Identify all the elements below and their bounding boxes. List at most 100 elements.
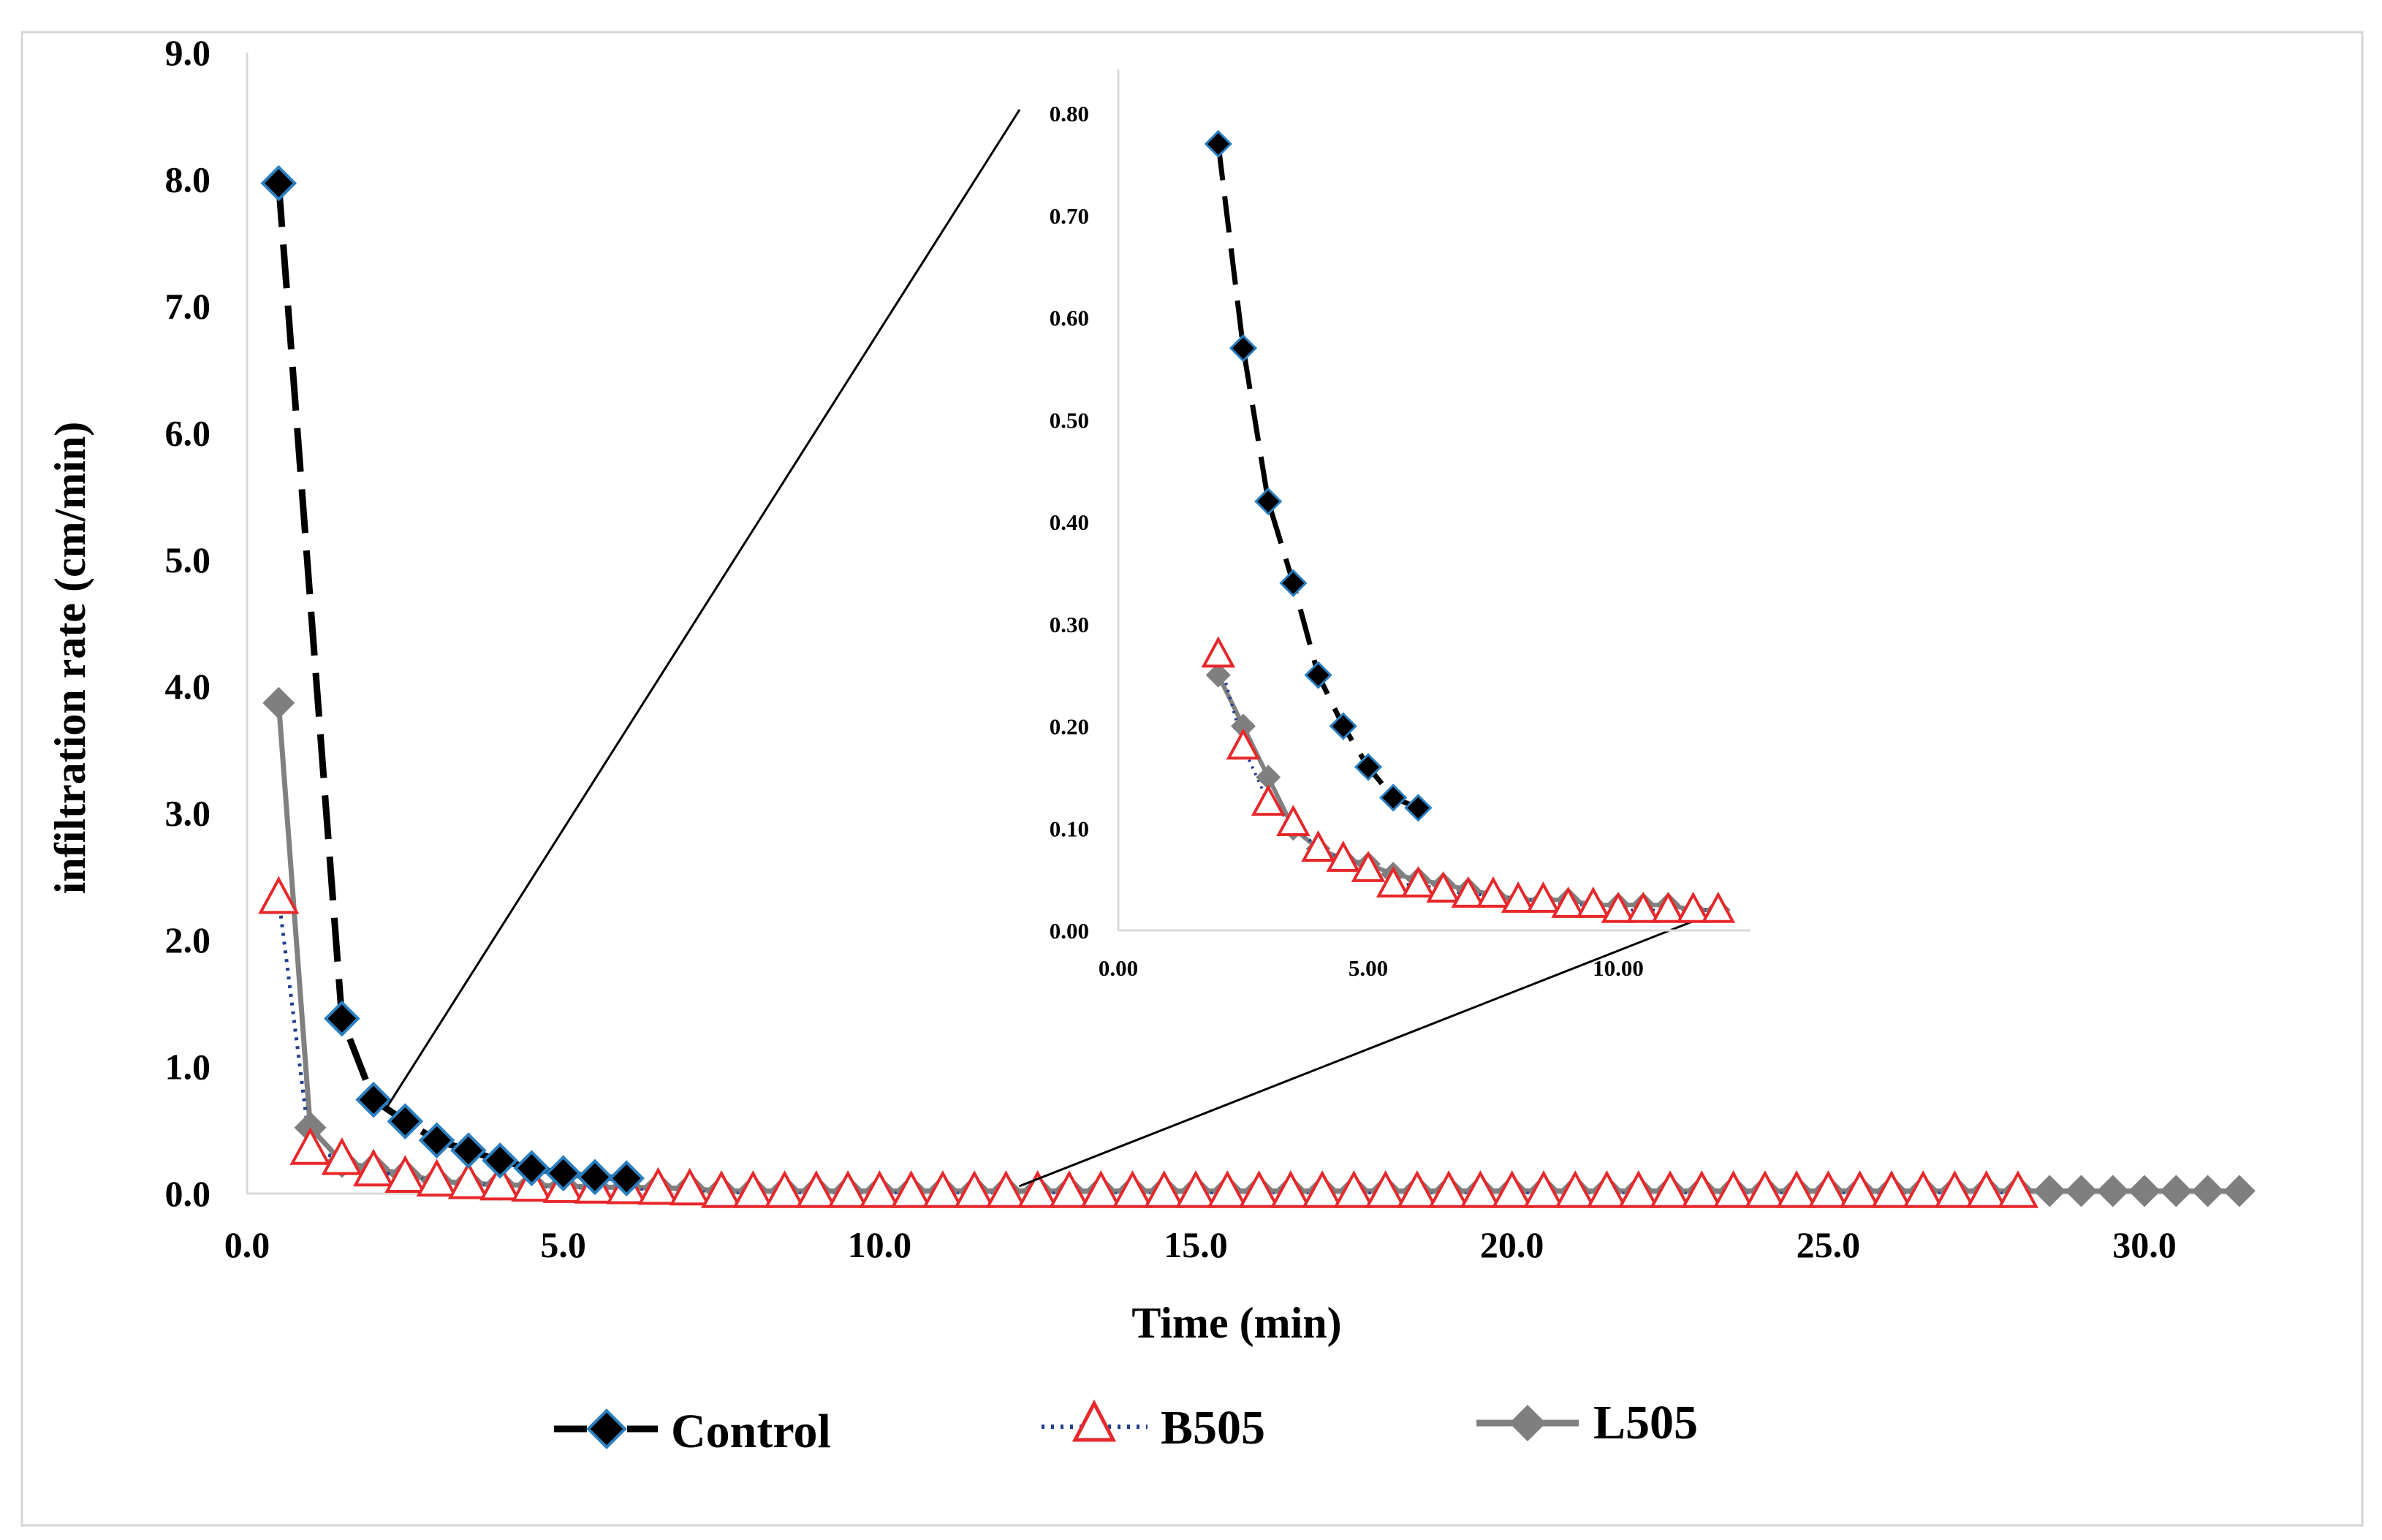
inset-marker-b505 [1376,865,1411,898]
main-x-tick-label: 15.0 [1164,1224,1228,1265]
legend-marker-control [586,1408,627,1449]
inset-marker-b505 [1401,865,1435,898]
marker-b505 [289,1127,331,1165]
main-y-tick-label: 9.0 [165,32,211,73]
main-y-tick-label: 0.0 [165,1173,211,1214]
inset-marker-b505 [1551,886,1585,918]
main-x-tick-label: 5.0 [540,1224,586,1265]
inset-y-tick-label: 0.30 [1050,612,1089,637]
marker-b505 [447,1161,489,1199]
marker-b505 [1365,1170,1406,1208]
main-y-tick-label: 6.0 [165,412,211,453]
marker-b505 [1776,1170,1818,1208]
marker-b505 [1997,1170,2038,1208]
inset-marker-control [1379,784,1408,812]
main-plot: 0.0 1.0 2.0 3.0 4.0 5.0 6.0 7.0 8.0 9.0 0.0 5.0 10.… [46,32,2256,1347]
main-y-tick-label: 8.0 [165,159,211,200]
marker-b505 [827,1170,869,1208]
marker-b505 [1744,1170,1786,1208]
inset-marker-b505 [1451,876,1486,908]
inset-marker-control [1404,794,1433,822]
zoom-connectors [385,109,1726,1188]
marker-b505 [890,1170,932,1208]
inset-y-tick-label: 0.60 [1050,306,1089,331]
legend-marker-b505 [1071,1399,1117,1442]
marker-b505 [795,1170,837,1208]
marker-l505 [2191,1175,2224,1207]
inset-marker-b505 [1201,636,1236,668]
inset-x-tick-label: 5.00 [1349,955,1388,981]
marker-b505 [1143,1170,1185,1208]
inset-marker-control [1204,129,1232,159]
marker-l505 [2096,1175,2129,1207]
marker-control [418,1122,455,1158]
main-y-tick-label: 4.0 [165,666,211,707]
marker-b505 [985,1170,1027,1208]
marker-b505 [1903,1170,1944,1208]
inset-marker-b505 [1276,805,1311,837]
inset-y-tick-label: 0.40 [1050,509,1089,535]
zoom-line-top [385,109,1021,1109]
main-x-tick-label: 0.0 [224,1224,270,1265]
inset-y-tick-label: 0.00 [1050,918,1089,944]
marker-b505 [1870,1170,1912,1208]
marker-b505 [732,1170,774,1208]
marker-b505 [922,1170,963,1208]
main-y-tick-label: 3.0 [165,793,211,834]
inset-marker-b505 [1326,840,1361,872]
marker-b505 [353,1148,395,1187]
legend-marker-l505 [1509,1405,1546,1441]
marker-b505 [1396,1170,1438,1208]
inset-marker-b505 [1601,891,1636,923]
marker-b505 [1175,1170,1217,1208]
inset-marker-b505 [1351,850,1386,882]
main-y-ticks: 0.0 1.0 2.0 3.0 4.0 5.0 6.0 7.0 8.0 9.0 [165,32,211,1214]
x-axis-title: Time (min) [1131,1299,1341,1347]
marker-control [513,1150,550,1187]
inset-y-tick-label: 0.20 [1050,714,1089,740]
legend-item-l505: L505 [1476,1396,1698,1449]
inset-marker-control [1329,712,1357,740]
marker-control [450,1132,487,1169]
marker-b505 [1712,1170,1754,1208]
inset-marker-control [1254,487,1283,516]
legend-label-b505: B505 [1161,1401,1265,1454]
legend-label-l505: L505 [1593,1396,1698,1449]
inset-y-tick-label: 0.70 [1050,203,1089,229]
inset-marker-b505 [1526,881,1560,913]
inset-marker-b505 [1426,870,1460,903]
marker-l505 [2160,1175,2193,1207]
main-x-ticks: 0.0 5.0 10.0 15.0 20.0 25.0 30.0 [224,1224,2177,1265]
marker-control [608,1160,645,1197]
marker-b505 [700,1170,743,1208]
marker-control [323,1000,360,1037]
marker-b505 [258,876,300,914]
marker-control [387,1103,424,1139]
main-x-tick-label: 10.0 [848,1224,912,1265]
y-axis-title: infiltration rate (cm/min) [46,422,94,895]
inset-x-ticks: 0.00 5.00 10.00 [1099,955,1644,981]
marker-control [482,1142,518,1179]
marker-b505 [1428,1170,1470,1208]
marker-b505 [1270,1170,1311,1208]
marker-l505 [2223,1175,2256,1207]
legend-label-control: Control [671,1405,831,1458]
main-y-tick-label: 2.0 [165,919,211,960]
inset-marker-b505 [1251,784,1286,816]
marker-b505 [1586,1170,1628,1208]
inset-marker-b505 [1626,891,1661,923]
marker-control [577,1158,613,1196]
marker-b505 [1491,1170,1533,1208]
marker-l505 [2033,1175,2066,1207]
inset-marker-control [1304,661,1332,689]
marker-b505 [669,1167,710,1206]
inset-marker-b505 [1301,830,1335,862]
marker-b505 [1555,1170,1596,1208]
marker-b505 [1839,1170,1881,1208]
marker-control [545,1155,582,1192]
inset-y-ticks: 0.00 0.10 0.20 0.30 0.40 0.50 0.60 0.70 0.80 [1050,101,1089,944]
marker-control [355,1081,392,1118]
marker-b505 [1017,1170,1058,1208]
